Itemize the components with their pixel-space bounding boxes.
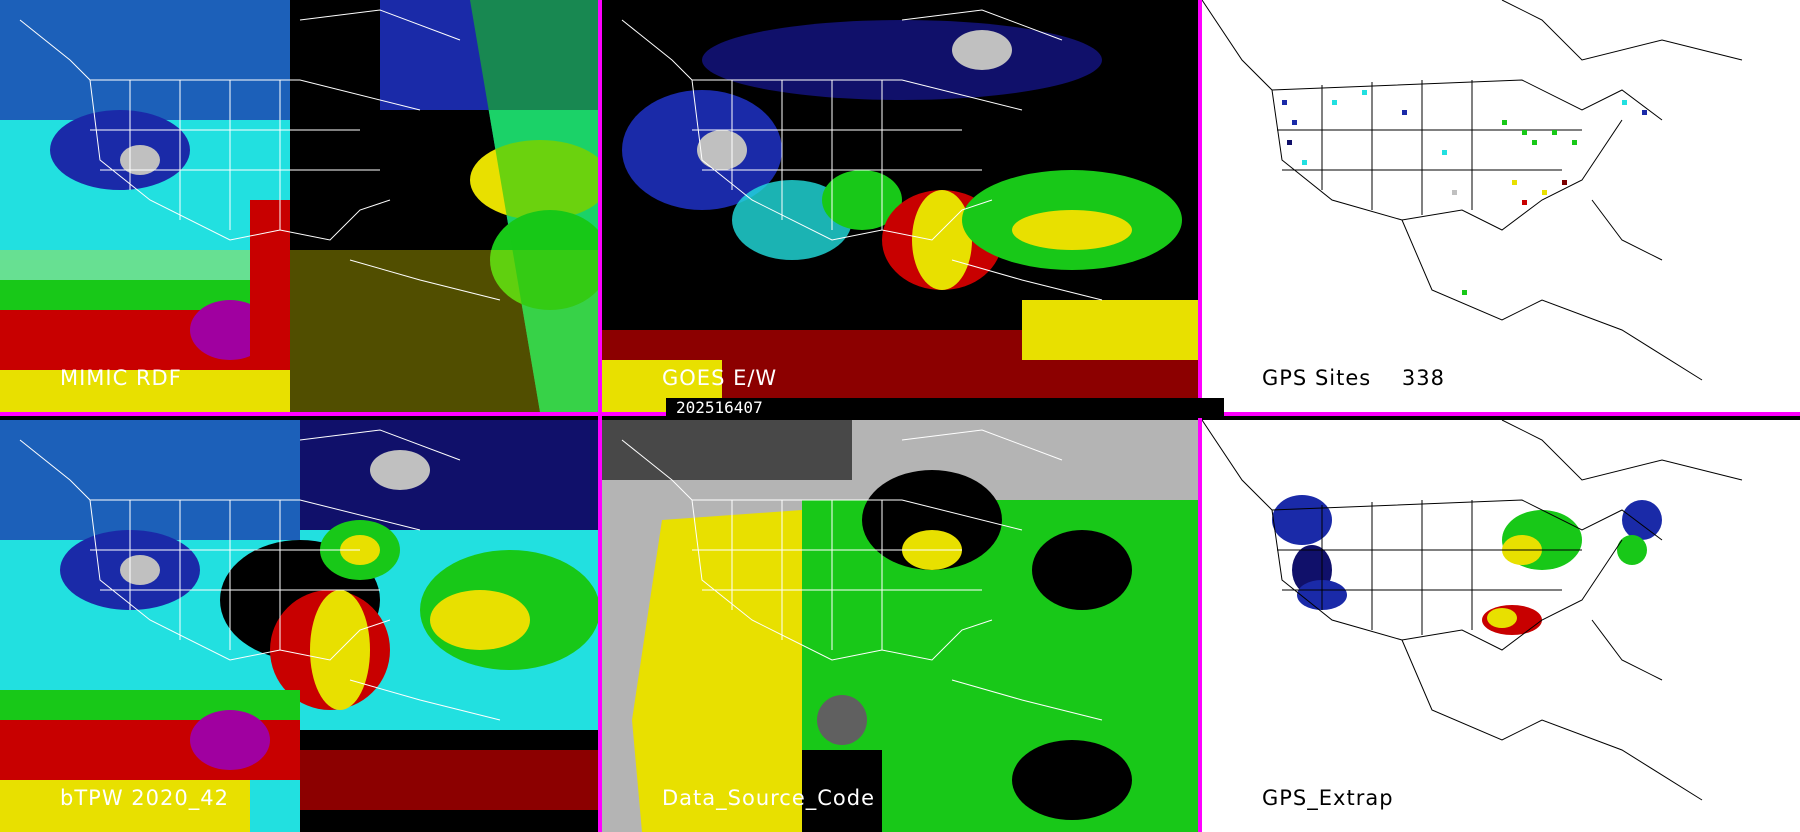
panel-btpw: bTPW 2020_42 — [0, 420, 598, 832]
gps-sites-count: 338 — [1401, 366, 1445, 390]
panel-label: bTPW 2020_42 — [60, 786, 229, 810]
data-source-code-map — [602, 420, 1200, 832]
panel-gps-sites: GPS Sites 338 — [1202, 0, 1800, 412]
panel-label: GPS_Extrap — [1262, 786, 1394, 810]
panel-label: MIMIC RDF — [60, 366, 182, 390]
timestamp-bar: 202516407 — [666, 398, 1224, 418]
gps-site-markers — [1282, 90, 1647, 295]
panel-label: GOES E/W — [662, 366, 778, 390]
panel-gps-extrap: GPS_Extrap — [1202, 420, 1800, 832]
panel-mimic-rdf: MIMIC RDF — [0, 0, 598, 412]
mimic-rdf-map — [0, 0, 598, 412]
gps-sites-map — [1202, 0, 1800, 412]
gps-extrap-map — [1202, 420, 1800, 832]
separator-vertical-left — [598, 0, 602, 832]
goes-ew-map — [602, 0, 1200, 412]
panel-data-source-code: Data_Source_Code — [602, 420, 1200, 832]
panel-goes-ew: GOES E/W — [602, 0, 1200, 412]
btpw-map — [0, 420, 598, 832]
panel-label: GPS Sites 338 — [1262, 366, 1445, 390]
panel-label: Data_Source_Code — [662, 786, 876, 810]
gps-sites-label: GPS Sites — [1262, 366, 1372, 390]
